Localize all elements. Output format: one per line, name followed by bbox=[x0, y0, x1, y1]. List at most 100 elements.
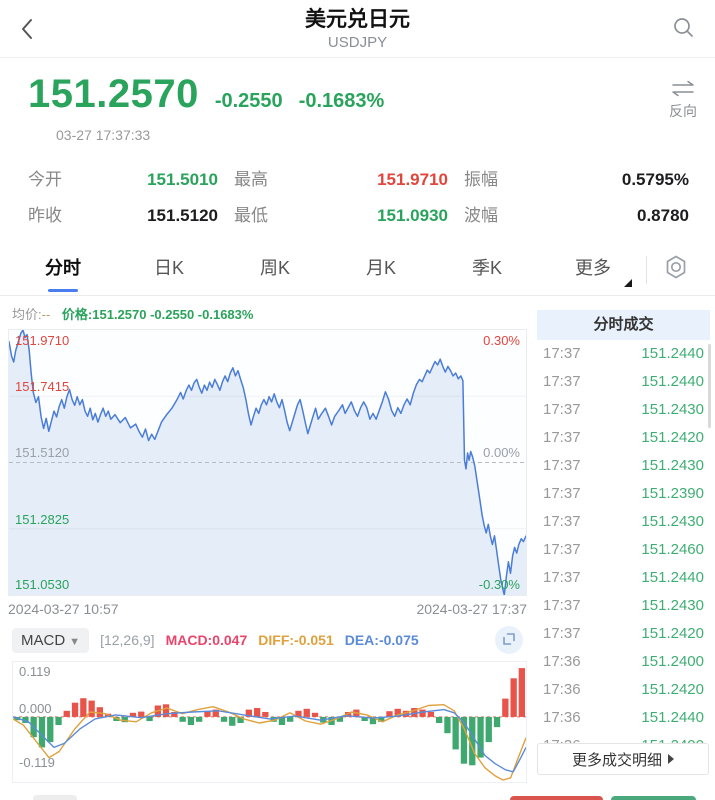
time-axis: 2024-03-27 10:57 2024-03-27 17:37 bbox=[8, 601, 527, 617]
chart-legend: 均价:-- 价格:151.2570 -0.2550 -0.1683% bbox=[0, 296, 535, 329]
trade-row: 17:36 151.2400 bbox=[535, 648, 710, 676]
trade-time: 17:37 bbox=[543, 401, 581, 418]
trade-price: 151.2440 bbox=[641, 569, 704, 586]
pct-axis-low: -0.30% bbox=[478, 577, 520, 592]
price-axis-high: 151.9710 bbox=[15, 333, 70, 348]
stat-high: 最高 151.9710 bbox=[234, 162, 464, 198]
trade-price: 151.2460 bbox=[641, 541, 704, 558]
stat-low-label: 最低 bbox=[234, 206, 268, 225]
macd-histogram-chart bbox=[13, 668, 526, 781]
tab-more[interactable]: 更多 bbox=[540, 244, 646, 295]
tab-weekly-k[interactable]: 周K bbox=[259, 258, 290, 278]
stats-section: 今开 151.5010 最高 151.9710 振幅 0.5795% 昨收 15… bbox=[0, 154, 715, 244]
stat-high-value: 151.9710 bbox=[377, 170, 448, 189]
avg-price-value: -- bbox=[41, 307, 51, 322]
trade-time: 17:37 bbox=[543, 373, 581, 390]
price-chart[interactable]: 151.9710 151.7415 151.5120 151.2825 151.… bbox=[8, 329, 527, 596]
indicator-selector[interactable]: MACD ▼ bbox=[12, 627, 90, 653]
macd-params: [12,26,9] bbox=[100, 632, 155, 648]
trade-price: 151.2430 bbox=[641, 457, 704, 474]
expand-icon bbox=[502, 632, 516, 649]
trade-price: 151.2420 bbox=[641, 429, 704, 446]
gear-icon bbox=[663, 254, 689, 285]
chart-content: 均价:-- 价格:151.2570 -0.2550 -0.1683% 151.9… bbox=[0, 296, 715, 783]
trade-time: 17:37 bbox=[543, 345, 581, 362]
trade-time: 17:37 bbox=[543, 457, 581, 474]
stat-open: 今开 151.5010 bbox=[28, 162, 234, 198]
trade-row: 17:37 151.2430 bbox=[535, 396, 710, 424]
trade-time: 17:36 bbox=[543, 709, 581, 726]
trade-time: 17:37 bbox=[543, 429, 581, 446]
trade-row: 17:37 151.2440 bbox=[535, 564, 710, 592]
stat-prev-close-value: 151.5120 bbox=[147, 206, 218, 225]
title-block: 美元兑日元 USDJPY bbox=[0, 0, 715, 53]
stats-row-1: 今开 151.5010 最高 151.9710 振幅 0.5795% bbox=[28, 162, 689, 198]
price-change-percent: -0.1683% bbox=[298, 90, 385, 112]
macd-axis-zero: 0.000 bbox=[19, 701, 52, 716]
macd-axis-bottom: -0.119 bbox=[19, 755, 55, 770]
macd-chart[interactable]: 0.119 0.000 -0.119 bbox=[12, 661, 527, 783]
tab-divider bbox=[646, 255, 647, 284]
tab-minute[interactable]: 分时 bbox=[10, 244, 116, 295]
trade-row: 17:37 151.2460 bbox=[535, 536, 710, 564]
stat-prev-close-label: 昨收 bbox=[28, 206, 62, 225]
diff-value: DIFF:-0.051 bbox=[258, 632, 334, 648]
indicator-selector-label: MACD bbox=[21, 631, 66, 649]
trade-price: 151.2430 bbox=[641, 401, 704, 418]
stat-open-label: 今开 bbox=[28, 170, 62, 189]
chart-settings-button[interactable] bbox=[647, 254, 705, 285]
macd-value: MACD:0.047 bbox=[165, 632, 248, 648]
trade-price: 151.2430 bbox=[641, 597, 704, 614]
price-change: -0.2550 bbox=[214, 90, 283, 112]
price-legend: 价格:151.2570 -0.2550 -0.1683% bbox=[61, 307, 254, 322]
swap-arrows-icon bbox=[669, 80, 697, 97]
search-icon bbox=[671, 18, 696, 44]
page-subtitle: USDJPY bbox=[327, 34, 388, 51]
trade-time: 17:36 bbox=[543, 681, 581, 698]
stat-amplitude: 振幅 0.5795% bbox=[464, 162, 689, 198]
more-trades-button[interactable]: 更多成交明细 bbox=[537, 743, 709, 775]
back-chevron-icon bbox=[16, 19, 40, 46]
quote-section: 151.2570 -0.2550 -0.1683% 反向 03-27 17:37:3… bbox=[0, 58, 715, 154]
time-axis-start: 2024-03-27 10:57 bbox=[8, 601, 119, 617]
expand-chart-button[interactable] bbox=[495, 626, 523, 654]
time-axis-end: 2024-03-27 17:37 bbox=[416, 601, 527, 617]
buy-button-partial[interactable] bbox=[611, 796, 696, 800]
price-axis-low: 151.0530 bbox=[15, 577, 70, 592]
sell-button-partial[interactable] bbox=[510, 796, 603, 800]
price-line-chart bbox=[9, 330, 526, 595]
trade-time: 17:37 bbox=[543, 541, 581, 558]
trade-row: 17:37 151.2420 bbox=[535, 620, 710, 648]
bottom-left-chip[interactable] bbox=[33, 795, 77, 800]
stat-low: 最低 151.0930 bbox=[234, 198, 464, 234]
trade-row: 17:37 151.2420 bbox=[535, 424, 710, 452]
price-axis-upper: 151.7415 bbox=[15, 379, 70, 394]
trades-scrollbar[interactable] bbox=[708, 344, 711, 428]
trades-panel: 分时成交 17:37 151.2440 17:37 151.2440 17:37 15… bbox=[535, 296, 715, 783]
trade-row: 17:36 151.2440 bbox=[535, 704, 710, 732]
trade-price: 151.2440 bbox=[641, 373, 704, 390]
reverse-label: 反向 bbox=[669, 103, 697, 119]
price-axis-lower: 151.2825 bbox=[15, 512, 70, 527]
current-price: 151.2570 bbox=[28, 72, 199, 116]
tab-monthly-k[interactable]: 月K bbox=[365, 258, 396, 278]
trades-list[interactable]: 17:37 151.2440 17:37 151.2440 17:37 151.243… bbox=[535, 340, 710, 760]
arrow-right-icon bbox=[668, 754, 674, 764]
trade-time: 17:37 bbox=[543, 597, 581, 614]
trade-price: 151.2440 bbox=[641, 709, 704, 726]
reverse-button[interactable]: 反向 bbox=[669, 80, 697, 121]
caret-down-icon: ▼ bbox=[69, 635, 81, 648]
trade-row: 17:37 151.2440 bbox=[535, 340, 710, 368]
stat-range-value: 0.8780 bbox=[637, 206, 689, 225]
stat-low-value: 151.0930 bbox=[377, 206, 448, 225]
trade-price: 151.2420 bbox=[641, 625, 704, 642]
search-button[interactable] bbox=[671, 15, 697, 41]
trade-row: 17:37 151.2390 bbox=[535, 480, 710, 508]
pct-axis-zero: 0.00% bbox=[483, 445, 520, 460]
stat-open-value: 151.5010 bbox=[147, 170, 218, 189]
trade-price: 151.2430 bbox=[641, 513, 704, 530]
back-button[interactable] bbox=[16, 16, 42, 42]
tab-quarterly-k[interactable]: 季K bbox=[471, 258, 502, 278]
tab-daily-k[interactable]: 日K bbox=[153, 258, 184, 278]
page-title: 美元兑日元 bbox=[305, 8, 410, 31]
